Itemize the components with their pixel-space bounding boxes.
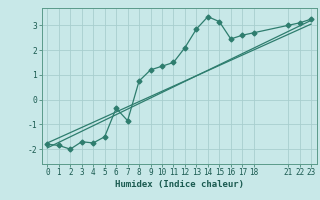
X-axis label: Humidex (Indice chaleur): Humidex (Indice chaleur) bbox=[115, 180, 244, 189]
